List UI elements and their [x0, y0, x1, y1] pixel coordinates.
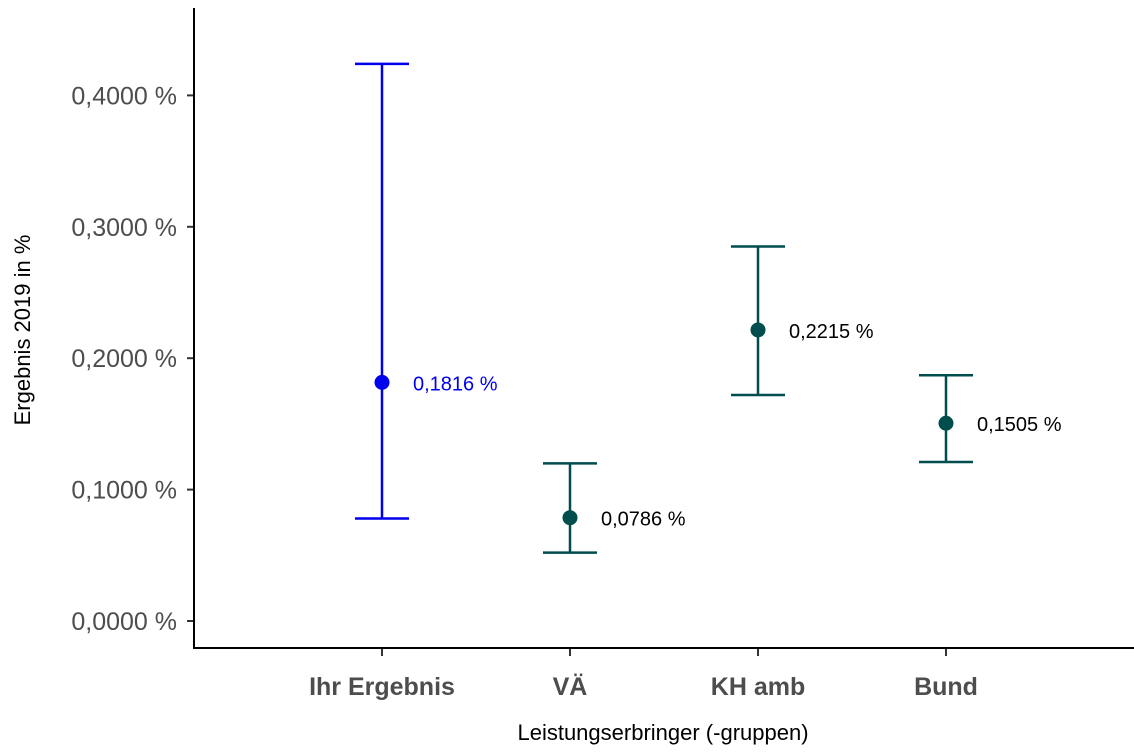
y-tick-label: 0,3000 %: [71, 214, 177, 242]
data-point: [750, 322, 766, 338]
x-tick-label: KH amb: [711, 673, 805, 701]
x-axis: Ihr Ergebnis VÄ KH amb Bund: [309, 648, 978, 701]
x-tick-label: VÄ: [553, 673, 588, 701]
x-tick-label: Ihr Ergebnis: [309, 673, 455, 701]
x-tick-label: Bund: [914, 673, 978, 701]
data-label: 0,2215 %: [789, 321, 874, 343]
y-tick-label: 0,4000 %: [71, 82, 177, 110]
y-tick-label: 0,0000 %: [71, 608, 177, 636]
y-tick-label: 0,2000 %: [71, 345, 177, 373]
data-label: 0,1505 %: [977, 414, 1062, 436]
x-axis-title: Leistungserbringer (-gruppen): [517, 720, 808, 745]
data-label: 0,1816 %: [413, 373, 498, 395]
data-label: 0,0786 %: [601, 509, 686, 531]
y-axis-title: Ergebnis 2019 in %: [10, 235, 35, 426]
y-axis: 0,0000 % 0,1000 % 0,2000 % 0,3000 % 0,4000 %: [71, 82, 194, 636]
data-point: [938, 415, 954, 431]
y-tick-label: 0,1000 %: [71, 477, 177, 505]
data-point: [374, 374, 390, 390]
data-point: [562, 510, 578, 526]
plot-marks: 0,1816 % 0,0786 % 0,2215 % 0,1505 %: [355, 62, 1062, 554]
